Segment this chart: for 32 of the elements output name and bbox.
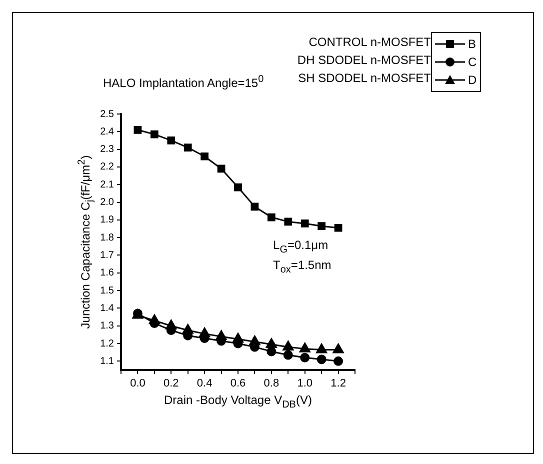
y-tick-label: 2.0 (100, 197, 114, 208)
text: SH SDODEL n-MOSFET (298, 71, 431, 85)
legend-label: D (468, 73, 477, 87)
y-tick-label: 1.6 (100, 268, 114, 279)
x-tick-label: 0.4 (196, 378, 212, 390)
y-tick-label: 2.1 (100, 179, 114, 190)
y-tick-label: 1.2 (100, 338, 114, 350)
x-axis-title: Drain -Body Voltage V$_{DB}$(V) (164, 393, 312, 410)
y-tick-label: 1.8 (100, 232, 114, 244)
legend-label: B (468, 37, 476, 51)
text: CONTROL n-MOSFET (308, 35, 431, 49)
y-tick-label: 2.2 (100, 162, 114, 173)
y-tick-label: 2.3 (100, 144, 114, 156)
x-tick-label: 0.0 (130, 378, 146, 390)
y-tick-label: 1.4 (100, 302, 114, 314)
y-tick-label: 1.3 (100, 320, 114, 332)
legend-label: C (468, 55, 477, 69)
x-tick-label: 0.8 (264, 378, 280, 390)
y-tick-label: 1.1 (100, 356, 114, 367)
text: HALO Implantation Angle=15$^{0}$ (103, 74, 264, 90)
y-tick-label: 1.5 (100, 285, 114, 296)
text: DH SDODEL n-MOSFET (297, 53, 431, 67)
annotation: T$_{ox}$=1.5nm (273, 258, 332, 276)
y-tick-label: 1.7 (100, 250, 114, 261)
x-tick-label: 0.6 (230, 378, 246, 390)
y-tick-label: 2.4 (100, 126, 114, 138)
y-tick-label: 2.5 (100, 108, 114, 120)
x-tick-label: 0.2 (163, 378, 179, 390)
x-tick-label: 1.2 (330, 378, 346, 390)
x-tick-label: 1.0 (297, 378, 313, 390)
y-tick-label: 1.9 (100, 214, 114, 226)
annotation: L$_{G}$=0.1μm (273, 238, 328, 256)
